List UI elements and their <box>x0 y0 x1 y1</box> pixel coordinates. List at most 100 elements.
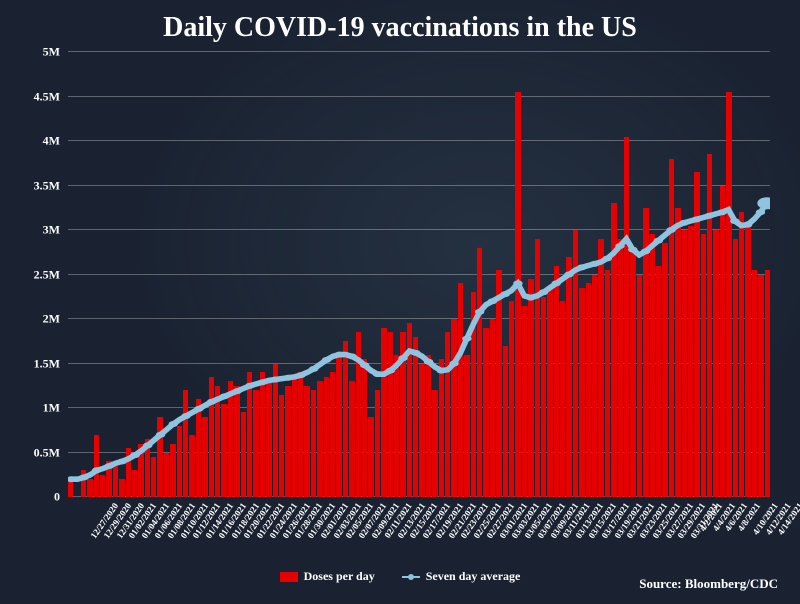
bar <box>247 372 252 497</box>
bar <box>426 355 431 497</box>
bar <box>81 470 86 497</box>
bar <box>758 275 763 498</box>
bar <box>662 243 667 497</box>
bar <box>605 270 610 497</box>
bar <box>432 390 437 497</box>
bar <box>381 328 386 497</box>
y-tick-label: 2.5M <box>20 267 60 282</box>
bar <box>477 248 482 497</box>
bar <box>189 435 194 497</box>
bar <box>720 186 725 498</box>
bar <box>739 212 744 497</box>
bar <box>349 381 354 497</box>
plot-area: 00.5M1M1.5M2M2.5M3M3.5M4M4.5M5M <box>68 52 770 497</box>
bar <box>164 453 169 498</box>
bar <box>209 377 214 497</box>
legend-swatch-bar <box>280 572 298 582</box>
y-tick-label: 4.5M <box>20 89 60 104</box>
y-tick-label: 5M <box>20 45 60 60</box>
bar <box>541 297 546 497</box>
bar <box>215 386 220 497</box>
y-tick-label: 3.5M <box>20 178 60 193</box>
bar <box>765 270 770 497</box>
bar <box>566 257 571 497</box>
y-tick-label: 4M <box>20 134 60 149</box>
bar <box>241 412 246 497</box>
chart-title: Daily COVID-19 vaccinations in the US <box>20 12 780 44</box>
bar <box>451 319 456 497</box>
bar <box>650 234 655 497</box>
bar <box>324 377 329 497</box>
bar <box>535 239 540 497</box>
bar <box>234 386 239 497</box>
bar <box>407 323 412 497</box>
bar <box>752 270 757 497</box>
bar <box>413 337 418 497</box>
bar <box>675 208 680 497</box>
bar <box>579 288 584 497</box>
bar <box>87 479 92 497</box>
bar <box>464 355 469 497</box>
bar <box>694 172 699 497</box>
bar <box>586 283 591 497</box>
bar <box>266 381 271 497</box>
bar <box>554 266 559 497</box>
bar <box>726 92 731 497</box>
bar <box>509 301 514 497</box>
bar <box>733 239 738 497</box>
bar <box>458 283 463 497</box>
bar <box>298 372 303 497</box>
bar <box>330 372 335 497</box>
bar <box>145 439 150 497</box>
bar <box>317 381 322 497</box>
bar <box>273 364 278 498</box>
bar <box>138 444 143 497</box>
legend-swatch-line <box>402 572 420 582</box>
bar <box>375 390 380 497</box>
bar <box>445 332 450 497</box>
bar <box>151 457 156 497</box>
bar <box>656 266 661 497</box>
bar <box>496 270 501 497</box>
y-tick-label: 2M <box>20 312 60 327</box>
bar <box>183 390 188 497</box>
bar <box>618 239 623 497</box>
bar <box>483 328 488 497</box>
bar <box>611 203 616 497</box>
bar <box>394 355 399 497</box>
bar <box>624 137 629 497</box>
legend-label-line: Seven day average <box>426 569 521 584</box>
bar-series <box>68 52 770 497</box>
bar <box>311 390 316 497</box>
bar <box>388 332 393 497</box>
bar <box>528 279 533 497</box>
bar <box>471 292 476 497</box>
bar <box>343 341 348 497</box>
bar <box>119 479 124 497</box>
bar <box>682 230 687 497</box>
bar <box>253 390 258 497</box>
bar <box>106 461 111 497</box>
bar <box>713 230 718 497</box>
legend-item-bars: Doses per day <box>280 569 375 584</box>
y-tick-label: 1M <box>20 401 60 416</box>
bar <box>94 435 99 497</box>
bar <box>68 479 73 497</box>
bar <box>637 275 642 498</box>
bar <box>400 332 405 497</box>
bar <box>592 275 597 498</box>
bar <box>100 475 105 497</box>
bar <box>170 444 175 497</box>
bar <box>221 404 226 497</box>
y-tick-label: 0.5M <box>20 445 60 460</box>
bar <box>132 470 137 497</box>
bar <box>362 359 367 497</box>
y-tick-label: 1.5M <box>20 356 60 371</box>
bar <box>643 208 648 497</box>
bar <box>157 417 162 497</box>
bar <box>260 372 265 497</box>
bar <box>630 252 635 497</box>
bar <box>573 230 578 497</box>
bar <box>196 399 201 497</box>
bar <box>598 239 603 497</box>
